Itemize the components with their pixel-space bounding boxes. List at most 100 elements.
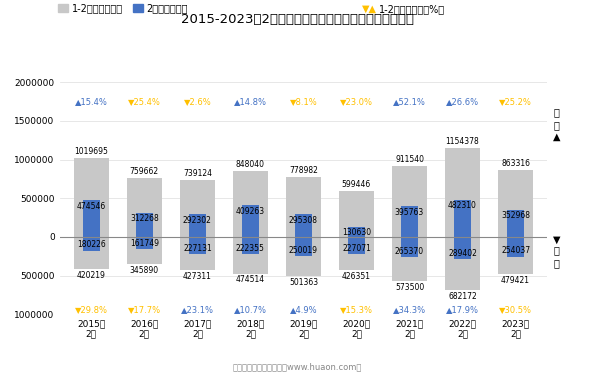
Text: 863316: 863316 [501,159,530,168]
Bar [233,237,268,273]
Bar [233,171,268,237]
Text: 292302: 292302 [183,216,212,225]
Bar [348,227,365,237]
Text: 352968: 352968 [501,211,530,220]
Text: 420219: 420219 [77,271,106,280]
Bar [295,237,312,256]
Bar [83,200,100,237]
Bar [189,237,206,254]
Text: 289402: 289402 [448,249,477,258]
Text: 778982: 778982 [289,166,318,175]
Bar [339,237,374,270]
Text: 222355: 222355 [236,243,265,252]
Bar [180,180,215,237]
Bar [242,237,259,254]
Bar [286,237,321,276]
Text: ▲14.8%: ▲14.8% [234,97,267,106]
Text: 180226: 180226 [77,240,106,249]
Text: 395763: 395763 [395,208,424,217]
Text: 1154378: 1154378 [446,137,480,146]
Text: ▼29.8%: ▼29.8% [75,305,108,314]
Text: 573500: 573500 [395,283,424,292]
Text: ▲34.3%: ▲34.3% [393,305,426,314]
Text: ▼25.2%: ▼25.2% [499,97,532,106]
Bar [136,237,153,249]
Text: 474514: 474514 [236,276,265,285]
Text: 482310: 482310 [448,201,477,210]
Bar [127,178,162,237]
Text: ▼▲: ▼▲ [362,4,377,14]
Bar [127,237,162,264]
Text: 759662: 759662 [130,167,159,176]
Text: 474546: 474546 [77,202,106,211]
Bar [83,237,100,251]
Text: ▲15.4%: ▲15.4% [75,97,108,106]
Bar [507,237,524,257]
Bar [507,209,524,237]
Text: ▲17.9%: ▲17.9% [446,305,479,314]
Text: ▼2.6%: ▼2.6% [183,97,211,106]
Bar [454,237,471,259]
Text: 295308: 295308 [289,215,318,225]
Bar [189,214,206,237]
Text: 227131: 227131 [183,244,212,253]
Text: ▲52.1%: ▲52.1% [393,97,426,106]
Legend: 1-2月（万美元）, 2月（万美元）: 1-2月（万美元）, 2月（万美元） [55,0,192,17]
Text: 口: 口 [553,120,559,130]
Text: 427311: 427311 [183,272,212,281]
Text: 口: 口 [553,259,559,269]
Text: 出: 出 [553,107,559,117]
Bar [499,170,533,237]
Bar [454,200,471,237]
Text: ▼30.5%: ▼30.5% [499,305,532,314]
Text: 250019: 250019 [289,246,318,255]
Text: 426351: 426351 [342,272,371,281]
Text: 130630: 130630 [342,228,371,237]
Text: 409263: 409263 [236,207,265,216]
Text: ▼23.0%: ▼23.0% [340,97,373,106]
Bar [348,237,365,254]
Bar [445,237,480,289]
Text: 911540: 911540 [395,156,424,165]
Text: 848040: 848040 [236,160,265,169]
Bar [286,177,321,237]
Text: 501363: 501363 [289,278,318,286]
Text: 227071: 227071 [342,244,371,253]
Text: 1-2月同比增速（%）: 1-2月同比增速（%） [379,4,445,14]
Bar [74,158,108,237]
Text: 2015-2023年2月浙江省外商投资企业进、出口额统计图: 2015-2023年2月浙江省外商投资企业进、出口额统计图 [181,13,414,26]
Text: 制图：华经产业研究院（www.huaon.com）: 制图：华经产业研究院（www.huaon.com） [233,362,362,371]
Text: 599446: 599446 [342,180,371,188]
Text: 479421: 479421 [501,276,530,285]
Text: ▲23.1%: ▲23.1% [181,305,214,314]
Bar [339,190,374,237]
Text: ▼25.4%: ▼25.4% [128,97,161,106]
Text: 161749: 161749 [130,239,159,248]
Bar [445,148,480,237]
Text: 1019695: 1019695 [74,147,108,156]
Text: 682172: 682172 [448,291,477,301]
Text: ▲4.9%: ▲4.9% [290,305,317,314]
Bar [392,166,427,237]
Text: ▲10.7%: ▲10.7% [234,305,267,314]
Bar [242,205,259,237]
Text: ▲26.6%: ▲26.6% [446,97,479,106]
Text: 739124: 739124 [183,169,212,178]
Bar [295,214,312,237]
Bar [74,237,108,269]
Text: ▼15.3%: ▼15.3% [340,305,373,314]
Text: 265370: 265370 [395,247,424,256]
Text: ▼: ▼ [553,234,560,244]
Bar [392,237,427,281]
Text: 进: 进 [553,246,559,255]
Bar [499,237,533,274]
Text: 254037: 254037 [501,246,530,255]
Text: ▲: ▲ [553,132,560,141]
Bar [401,206,418,237]
Text: ▼17.7%: ▼17.7% [128,305,161,314]
Bar [401,237,418,257]
Text: 345890: 345890 [130,266,159,275]
Text: 312268: 312268 [130,214,159,223]
Bar [136,213,153,237]
Bar [180,237,215,270]
